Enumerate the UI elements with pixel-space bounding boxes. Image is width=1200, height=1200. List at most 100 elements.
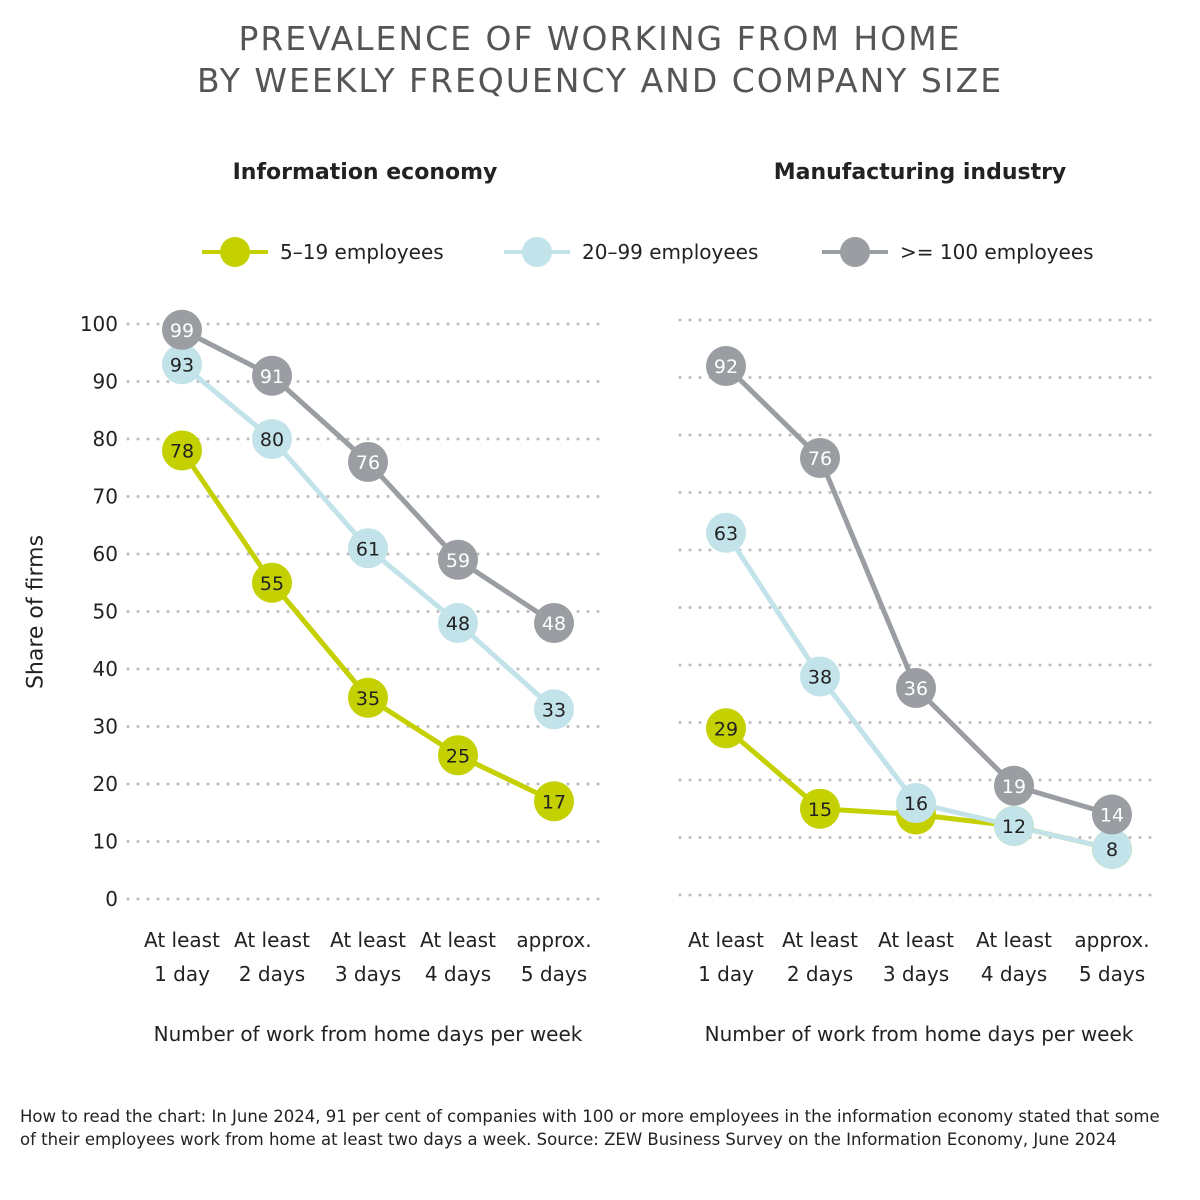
manufacturing-industry-data-label-5-19-employees: 29: [714, 718, 738, 740]
information-economy-data-label-5-19-employees: 17: [542, 791, 566, 813]
information-economy-x-tick-label-line1: At least: [234, 928, 310, 952]
information-economy-y-tick-label: 100: [80, 312, 118, 336]
legend-swatch-medium: [504, 232, 570, 272]
legend-item-small-firms: 5–19 employees: [202, 232, 444, 272]
panel-title-manufacturing-industry: Manufacturing industry: [773, 160, 1067, 185]
information-economy-point-20-99-employees: [438, 603, 478, 643]
information-economy-x-tick-label-line1: approx.: [516, 928, 591, 952]
manufacturing-industry-data-label-20-99-employees: 63: [714, 523, 738, 545]
manufacturing-industry-x-tick-label-line1: At least: [976, 928, 1052, 952]
manufacturing-industry-x-tick-label-line1: At least: [878, 928, 954, 952]
manufacturing-industry-point-100-employees: [800, 438, 840, 478]
information-economy-y-tick-label: 30: [93, 715, 118, 739]
information-economy-data-label-100-employees: 76: [356, 452, 380, 474]
manufacturing-industry-point-100-employees: [1092, 794, 1132, 835]
legend-swatch-large: [822, 232, 888, 272]
information-economy-point-5-19-employees: [252, 562, 292, 603]
manufacturing-industry-point-20-99-employees: [994, 806, 1034, 846]
manufacturing-industry-point-5-19-employees: [706, 708, 746, 749]
legend-label-large: >= 100 employees: [900, 240, 1094, 264]
manufacturing-industry-x-axis-label: Number of work from home days per week: [705, 1022, 1134, 1046]
manufacturing-industry-point-20-99-employees: [896, 783, 936, 823]
information-economy-y-tick-label: 40: [93, 657, 118, 681]
information-economy-data-label-5-19-employees: 25: [446, 745, 470, 767]
information-economy-data-label-5-19-employees: 55: [260, 573, 284, 595]
information-economy-point-5-19-employees: [438, 735, 478, 776]
manufacturing-industry-point-100-employees: [706, 346, 746, 386]
manufacturing-industry-data-label-100-employees: 14: [1100, 805, 1124, 827]
legend-dot-large: [840, 237, 870, 267]
information-economy-y-tick-label: 80: [93, 427, 118, 451]
manufacturing-industry-data-label-20-99-employees: 38: [808, 667, 832, 689]
manufacturing-industry-point-20-99-employees: [706, 512, 746, 553]
information-economy-point-100-employees: [348, 442, 388, 482]
manufacturing-industry-x-tick-label-line2: 1 day: [698, 962, 754, 986]
manufacturing-industry-x-tick-label-line2: 5 days: [1079, 962, 1145, 986]
manufacturing-industry-point-5-19-employees: [800, 788, 840, 829]
manufacturing-industry-x-tick-label-line2: 2 days: [787, 962, 853, 986]
information-economy-data-label-20-99-employees: 80: [260, 429, 284, 451]
information-economy-data-label-20-99-employees: 48: [446, 613, 470, 635]
manufacturing-industry-data-label-100-employees: 92: [714, 356, 738, 378]
information-economy-data-label-100-employees: 59: [446, 550, 470, 572]
manufacturing-industry-x-tick-label-line2: 3 days: [883, 962, 949, 986]
information-economy-x-tick-label-line1: At least: [144, 928, 220, 952]
chart-title-line-1: PREVALENCE OF WORKING FROM HOME: [238, 19, 962, 58]
footnote: How to read the chart: In June 2024, 91 …: [20, 1107, 1160, 1149]
manufacturing-industry-data-label-20-99-employees: 12: [1002, 816, 1026, 838]
information-economy-x-tick-label-line2: 4 days: [425, 962, 491, 986]
information-economy-y-tick-label: 20: [93, 772, 118, 796]
information-economy-point-100-employees: [534, 603, 574, 643]
information-economy-point-20-99-employees: [162, 344, 202, 385]
manufacturing-industry-point-100-employees: [896, 668, 936, 708]
information-economy-y-tick-label: 70: [93, 485, 118, 509]
information-economy-x-tick-label-line2: 3 days: [335, 962, 401, 986]
information-economy-data-label-100-employees: 48: [542, 613, 566, 635]
manufacturing-industry-series-line-100-employees: [723, 363, 1115, 817]
manufacturing-industry-point-20-99-employees: [1092, 829, 1132, 869]
manufacturing-industry-data-label-100-employees: 76: [808, 448, 832, 470]
information-economy-y-tick-label: 90: [93, 370, 118, 394]
manufacturing-industry-point-20-99-employees: [800, 656, 840, 697]
manufacturing-industry-x-tick-label-line1: At least: [688, 928, 764, 952]
manufacturing-industry-data-label-100-employees: 36: [904, 678, 928, 700]
chart-title: PREVALENCE OF WORKING FROM HOME BY WEEKL…: [0, 18, 1200, 102]
manufacturing-industry-data-label-20-99-employees: 8: [1106, 839, 1118, 861]
information-economy-x-tick-label-line1: At least: [330, 928, 406, 952]
information-economy-data-label-5-19-employees: 35: [356, 688, 380, 710]
information-economy-point-100-employees: [252, 355, 292, 396]
information-economy-series-line-5-19-employees: [179, 448, 557, 804]
information-economy-y-tick-label: 60: [93, 542, 118, 566]
legend-item-medium-firms: 20–99 employees: [504, 232, 758, 272]
information-economy-data-label-100-employees: 99: [170, 320, 194, 342]
information-economy-point-100-employees: [438, 539, 478, 580]
manufacturing-industry-data-label-100-employees: 19: [1002, 776, 1026, 798]
information-economy-point-5-19-employees: [534, 781, 574, 822]
information-economy-point-20-99-employees: [348, 528, 388, 569]
information-economy-point-100-employees: [162, 309, 202, 350]
information-economy-y-tick-label: 50: [93, 600, 118, 624]
manufacturing-industry-x-tick-label-line2: 4 days: [981, 962, 1047, 986]
panel-title-information-economy: Information economy: [232, 160, 498, 185]
information-economy-data-label-100-employees: 91: [260, 366, 284, 388]
legend-dot-small: [220, 237, 250, 267]
information-economy-y-tick-label: 0: [105, 887, 118, 911]
manufacturing-industry-data-label-20-99-employees: 16: [904, 793, 928, 815]
manufacturing-industry-x-tick-label-line1: At least: [782, 928, 858, 952]
information-economy-point-20-99-employees: [534, 689, 574, 730]
information-economy-x-tick-label-line2: 2 days: [239, 962, 305, 986]
information-economy-x-tick-label-line1: At least: [420, 928, 496, 952]
legend-item-large-firms: >= 100 employees: [822, 232, 1094, 272]
manufacturing-industry-data-label-5-19-employees: 15: [808, 799, 832, 821]
chart-title-line-2: BY WEEKLY FREQUENCY AND COMPANY SIZE: [196, 61, 1004, 100]
information-economy-x-tick-label-line2: 1 day: [154, 962, 210, 986]
legend-swatch-small: [202, 232, 268, 272]
information-economy-data-label-20-99-employees: 33: [542, 699, 566, 721]
information-economy-data-label-20-99-employees: 93: [170, 354, 194, 376]
information-economy-x-tick-label-line2: 5 days: [521, 962, 587, 986]
legend-label-medium: 20–99 employees: [582, 240, 759, 264]
information-economy-y-tick-label: 10: [93, 830, 118, 854]
legend-label-small: 5–19 employees: [280, 240, 444, 264]
legend: 5–19 employees 20–99 employees >= 100 em…: [0, 232, 1200, 272]
